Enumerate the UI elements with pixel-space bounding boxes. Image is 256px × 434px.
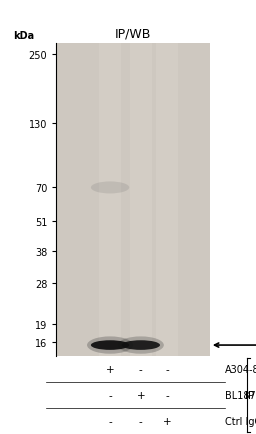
Text: -: -: [139, 416, 143, 426]
Ellipse shape: [87, 337, 133, 354]
Text: IP: IP: [245, 390, 254, 400]
Text: -: -: [108, 390, 112, 400]
Text: -: -: [165, 364, 169, 374]
Text: Ctrl IgG: Ctrl IgG: [225, 416, 256, 426]
Text: +: +: [136, 390, 145, 400]
Text: +: +: [163, 416, 171, 426]
Text: +: +: [106, 364, 114, 374]
Ellipse shape: [122, 340, 160, 350]
Ellipse shape: [91, 182, 129, 194]
Text: A304-819A: A304-819A: [225, 364, 256, 374]
Ellipse shape: [91, 340, 129, 350]
Text: kDa: kDa: [13, 31, 35, 41]
Bar: [156, 43, 178, 356]
Text: -: -: [108, 416, 112, 426]
Title: IP/WB: IP/WB: [115, 28, 151, 41]
Bar: [99, 43, 121, 356]
Bar: [130, 43, 152, 356]
Text: BL18782: BL18782: [225, 390, 256, 400]
Text: ← DYNLT1: ← DYNLT1: [215, 340, 256, 350]
Text: -: -: [139, 364, 143, 374]
Text: -: -: [165, 390, 169, 400]
Ellipse shape: [118, 337, 164, 354]
